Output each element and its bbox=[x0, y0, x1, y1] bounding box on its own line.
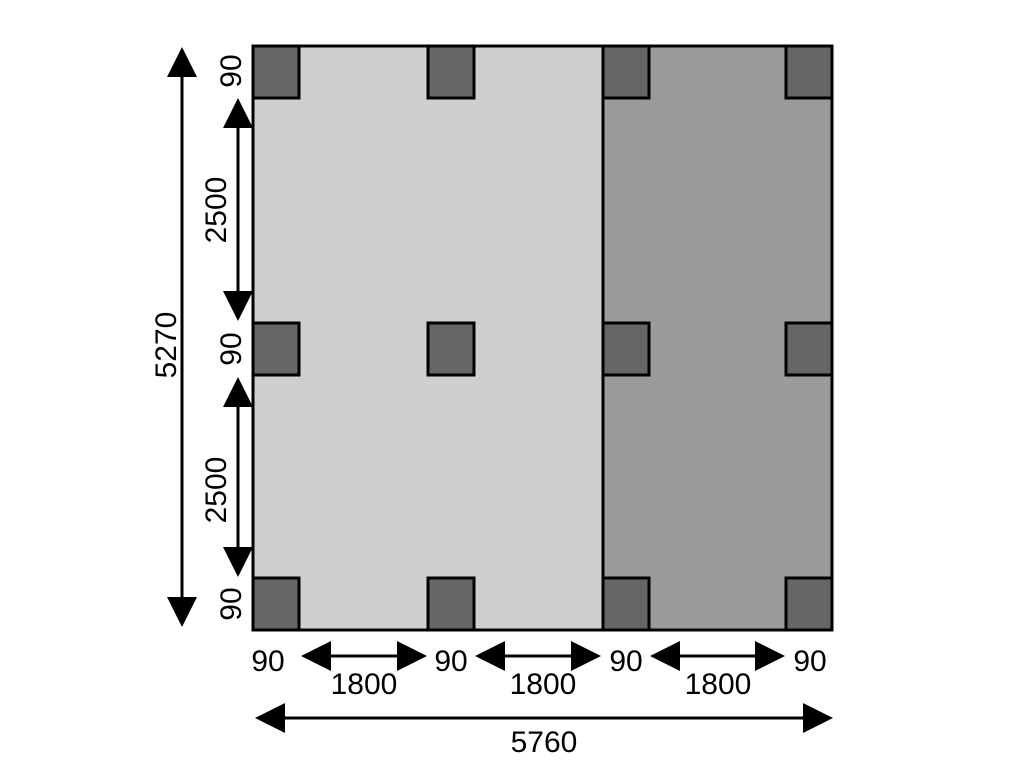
post-horizontal-label: 90 bbox=[251, 645, 284, 678]
post-horizontal-label: 90 bbox=[609, 645, 642, 678]
post-horizontal-label: 90 bbox=[793, 645, 826, 678]
post-horizontal-label: 90 bbox=[434, 645, 467, 678]
span-horizontal-label: 1800 bbox=[510, 668, 577, 701]
total-depth-label: 5270 bbox=[150, 312, 183, 379]
post bbox=[784, 576, 834, 632]
post bbox=[601, 321, 651, 377]
post-vertical-label: 90 bbox=[215, 54, 248, 87]
span-horizontal-label: 1800 bbox=[331, 668, 398, 701]
post bbox=[251, 576, 301, 632]
span-vertical-label: 2500 bbox=[200, 177, 233, 244]
post-vertical-label: 90 bbox=[215, 332, 248, 365]
posts bbox=[251, 44, 834, 632]
post bbox=[426, 44, 476, 100]
span-horizontal-label: 1800 bbox=[685, 668, 752, 701]
post-vertical-label: 90 bbox=[215, 587, 248, 620]
post bbox=[251, 44, 301, 100]
post bbox=[784, 321, 834, 377]
total-width-label: 5760 bbox=[511, 726, 578, 759]
post bbox=[426, 321, 476, 377]
post bbox=[251, 321, 301, 377]
post bbox=[426, 576, 476, 632]
post bbox=[784, 44, 834, 100]
post bbox=[601, 44, 651, 100]
span-vertical-label: 2500 bbox=[200, 457, 233, 524]
post bbox=[601, 576, 651, 632]
